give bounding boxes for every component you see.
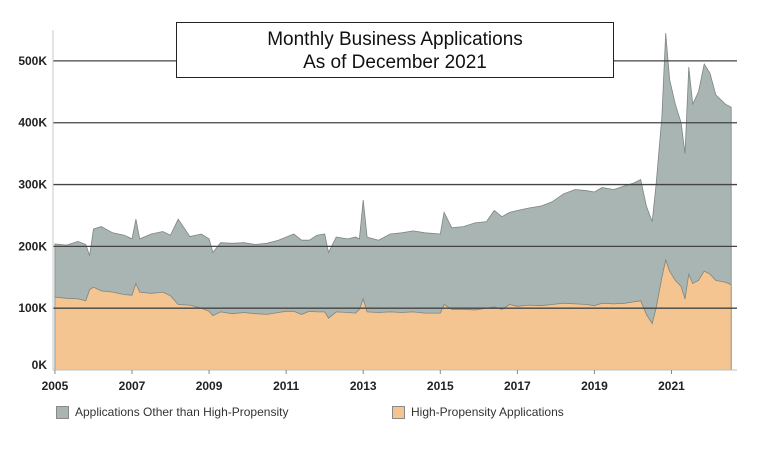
- y-tick-label: 500K: [18, 54, 47, 68]
- legend-swatch-high-propensity: [392, 405, 405, 419]
- legend-label-high-propensity: High-Propensity Applications: [411, 405, 564, 419]
- x-tick-label: 2007: [119, 379, 146, 393]
- y-tick-label: 400K: [18, 116, 47, 130]
- x-tick-label: 2011: [273, 379, 299, 393]
- area-applications-other-than-high-propensity: [54, 33, 732, 371]
- x-tick-label: 2005: [42, 379, 69, 393]
- x-tick-label: 2013: [350, 379, 377, 393]
- y-tick-label: 300K: [18, 178, 47, 192]
- legend: Applications Other than High-Propensity …: [0, 405, 781, 429]
- legend-item-other: Applications Other than High-Propensity: [56, 405, 288, 419]
- y-tick-labels: 0K 100K 200K 300K 400K 500K: [18, 54, 47, 372]
- chart-title: Monthly Business Applications: [267, 29, 523, 50]
- x-tick-labels: 2005 2007 2009 2011 2013 2015 2017 2019 2021: [42, 370, 685, 393]
- x-tick-label: 2009: [196, 379, 223, 393]
- legend-item-high-propensity: High-Propensity Applications: [392, 405, 564, 419]
- y-tick-label: 200K: [18, 239, 47, 253]
- x-tick-label: 2019: [581, 379, 608, 393]
- x-tick-label: 2017: [504, 379, 531, 393]
- area-high-propensity-applications: [54, 258, 732, 371]
- y-tick-label: 0K: [32, 358, 48, 372]
- chart-title-box: Monthly Business Applications As of Dece…: [176, 22, 614, 78]
- y-tick-label: 100K: [18, 301, 47, 315]
- x-tick-label: 2015: [427, 379, 454, 393]
- legend-swatch-other: [56, 405, 69, 419]
- axes: [52, 30, 737, 371]
- chart-areas: [54, 33, 732, 371]
- chart-subtitle: As of December 2021: [303, 52, 487, 73]
- x-tick-label: 2021: [658, 379, 685, 393]
- gridlines-over: [53, 60, 737, 309]
- legend-label-other: Applications Other than High-Propensity: [75, 405, 289, 419]
